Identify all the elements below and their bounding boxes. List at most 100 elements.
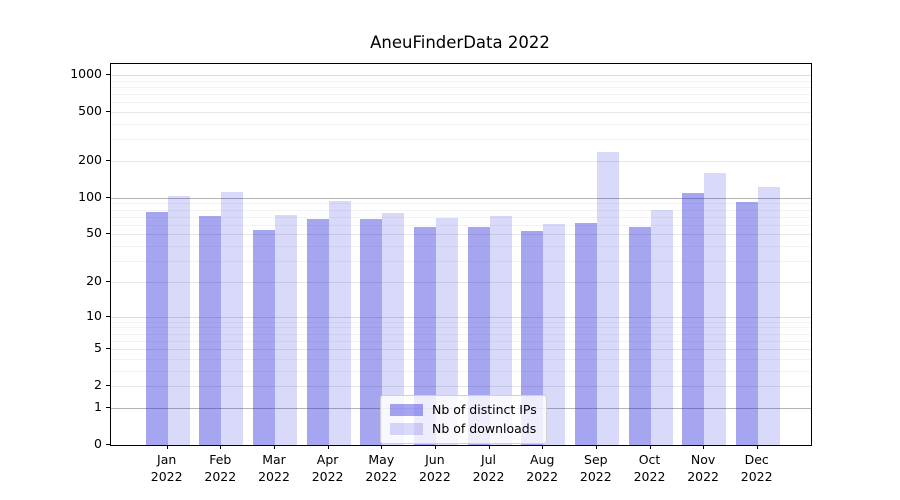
y-tick-label: 1 bbox=[94, 398, 102, 414]
y-tick-label: 200 bbox=[78, 151, 102, 167]
minor-gridline bbox=[111, 123, 811, 125]
y-tick-mark bbox=[106, 196, 110, 198]
bar-downloads-jan bbox=[167, 196, 190, 445]
bar-downloads-oct bbox=[650, 210, 673, 445]
bar-downloads-sep bbox=[596, 152, 619, 445]
x-tick-mark bbox=[166, 445, 168, 449]
x-tick-label: May 2022 bbox=[365, 452, 398, 484]
bar-downloads-aug bbox=[543, 223, 566, 445]
legend-item-distinct-ips: Nb of distinct IPs bbox=[390, 402, 537, 418]
bar-distinct-ips-mar bbox=[253, 230, 275, 445]
y-tick-mark bbox=[106, 280, 110, 282]
y-tick-label: 2 bbox=[94, 377, 102, 393]
x-tick-label: Oct 2022 bbox=[633, 452, 666, 484]
bar-downloads-apr bbox=[328, 201, 351, 445]
minor-gridline bbox=[111, 358, 811, 360]
x-tick-mark bbox=[488, 445, 490, 449]
y-tick-mark bbox=[106, 385, 110, 387]
y-tick-label: 100 bbox=[78, 188, 102, 204]
y-tick-label: 10 bbox=[86, 307, 102, 323]
bar-downloads-dec bbox=[757, 187, 780, 445]
minor-gridline bbox=[111, 370, 811, 372]
chart-title: AneuFinderData 2022 bbox=[370, 33, 550, 52]
gridline bbox=[111, 349, 811, 350]
gridline bbox=[111, 111, 811, 113]
bar-distinct-ips-oct bbox=[628, 227, 651, 445]
bar-distinct-ips-sep bbox=[574, 223, 597, 445]
minor-gridline bbox=[111, 93, 811, 95]
x-tick-label: Dec 2022 bbox=[740, 452, 773, 484]
minor-gridline bbox=[111, 86, 811, 88]
x-tick-mark bbox=[595, 445, 597, 449]
y-tick-mark bbox=[106, 110, 110, 112]
x-tick-label: Aug 2022 bbox=[526, 452, 559, 484]
x-tick-mark bbox=[220, 445, 222, 449]
legend-swatch-distinct-ips bbox=[390, 404, 423, 416]
bar-distinct-ips-may bbox=[360, 218, 383, 445]
minor-gridline bbox=[111, 246, 811, 247]
y-tick-mark bbox=[106, 315, 110, 317]
minor-gridline bbox=[111, 333, 811, 335]
x-tick-mark bbox=[756, 445, 758, 449]
y-tick-label: 500 bbox=[78, 102, 102, 118]
x-tick-label: Sep 2022 bbox=[579, 452, 612, 484]
x-tick-mark bbox=[381, 445, 383, 449]
y-tick-mark bbox=[106, 406, 110, 408]
gridline bbox=[111, 281, 811, 283]
x-tick-mark bbox=[434, 445, 436, 449]
y-tick-mark bbox=[106, 233, 110, 235]
legend: Nb of distinct IPs Nb of downloads bbox=[380, 395, 547, 444]
legend-label-downloads: Nb of downloads bbox=[432, 421, 537, 436]
x-tick-label: Apr 2022 bbox=[311, 452, 344, 484]
minor-gridline bbox=[111, 327, 811, 329]
y-tick-label: 0 bbox=[94, 436, 102, 451]
minor-gridline bbox=[111, 261, 811, 262]
bar-downloads-jul bbox=[489, 215, 512, 445]
x-tick-label: Mar 2022 bbox=[258, 452, 290, 484]
y-tick-mark bbox=[106, 73, 110, 75]
bar-distinct-ips-jan bbox=[145, 212, 168, 445]
gridline bbox=[111, 316, 811, 318]
bar-distinct-ips-feb bbox=[199, 215, 222, 445]
legend-label-distinct-ips: Nb of distinct IPs bbox=[432, 402, 537, 417]
bar-distinct-ips-aug bbox=[521, 231, 544, 445]
bars-layer bbox=[111, 64, 811, 445]
x-tick-mark bbox=[649, 445, 651, 449]
plot-area: Nb of distinct IPs Nb of downloads bbox=[110, 63, 812, 446]
gridline bbox=[111, 386, 811, 388]
y-tick-label: 1000 bbox=[70, 65, 102, 81]
minor-gridline bbox=[111, 321, 811, 323]
minor-gridline bbox=[111, 80, 811, 82]
bar-downloads-feb bbox=[221, 192, 244, 445]
minor-gridline bbox=[111, 340, 811, 342]
bar-distinct-ips-apr bbox=[306, 218, 329, 445]
x-tick-label: Jul 2022 bbox=[472, 452, 505, 484]
x-tick-mark bbox=[327, 445, 329, 449]
minor-gridline bbox=[111, 139, 811, 141]
y-tick-label: 5 bbox=[94, 340, 102, 355]
minor-gridline bbox=[111, 203, 811, 205]
x-tick-label: Nov 2022 bbox=[687, 452, 719, 484]
x-tick-label: Feb 2022 bbox=[204, 452, 237, 484]
x-tick-label: Jan 2022 bbox=[150, 452, 183, 484]
legend-item-downloads: Nb of downloads bbox=[390, 421, 537, 437]
minor-gridline bbox=[111, 102, 811, 104]
y-tick-mark bbox=[106, 444, 110, 445]
gridline bbox=[111, 160, 811, 162]
gridline bbox=[111, 234, 811, 236]
y-tick-mark bbox=[106, 159, 110, 161]
bar-downloads-may bbox=[382, 213, 405, 445]
bar-distinct-ips-nov bbox=[682, 192, 705, 445]
bar-downloads-mar bbox=[275, 215, 297, 445]
gridline bbox=[111, 74, 811, 76]
gridline bbox=[111, 197, 811, 199]
bar-distinct-ips-jul bbox=[467, 227, 490, 445]
minor-gridline bbox=[111, 209, 811, 211]
minor-gridline bbox=[111, 216, 811, 218]
x-tick-mark bbox=[542, 445, 544, 449]
bar-distinct-ips-jun bbox=[413, 227, 436, 445]
x-tick-mark bbox=[703, 445, 705, 449]
x-tick-mark bbox=[274, 445, 275, 449]
bar-downloads-nov bbox=[704, 172, 727, 445]
